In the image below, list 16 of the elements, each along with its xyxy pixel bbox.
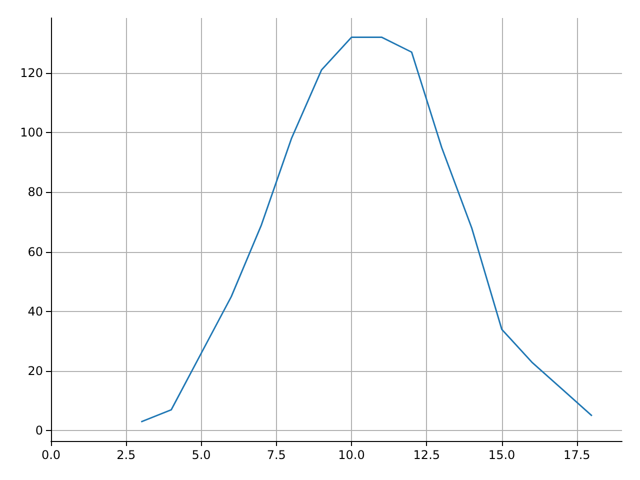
- x-tick-label: 5.0: [192, 448, 211, 462]
- y-tick-label: 100: [20, 126, 43, 140]
- y-tick-label: 60: [28, 244, 43, 259]
- y-tick-label: 80: [28, 185, 43, 200]
- y-tick-label: 120: [20, 66, 43, 80]
- x-tick-label: 12.5: [413, 448, 440, 462]
- x-tick-label: 2.5: [116, 448, 136, 462]
- x-tick-label: 10.0: [338, 448, 365, 462]
- y-tick-label: 0: [35, 424, 43, 438]
- y-tick-label: 40: [28, 304, 43, 318]
- x-tick-label: 15.0: [488, 448, 516, 462]
- y-tick-label: 20: [28, 364, 43, 378]
- x-tick-label: 17.5: [564, 448, 590, 462]
- x-tick-label: 7.5: [266, 448, 286, 462]
- x-tick-label: 0.0: [41, 448, 61, 462]
- line-series: [140, 36, 593, 423]
